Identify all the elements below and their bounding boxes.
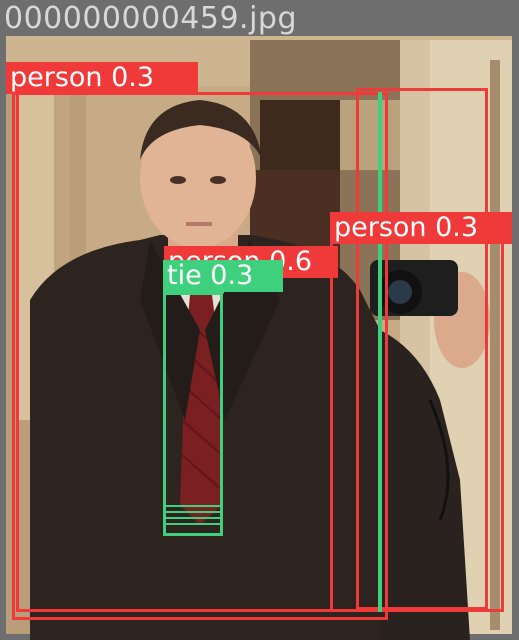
tie-label: tie 0.3 <box>163 260 283 292</box>
image-filename: 000000000459.jpg <box>4 1 297 36</box>
tie-box <box>163 292 223 536</box>
person-box-green-edge <box>378 92 382 612</box>
tie-box-stripes <box>163 505 223 525</box>
person-label-left: person 0.3 <box>6 62 198 94</box>
person-box-wide <box>16 92 388 612</box>
person-box-frame <box>356 88 488 610</box>
person-label-right: person 0.3 <box>330 212 512 244</box>
